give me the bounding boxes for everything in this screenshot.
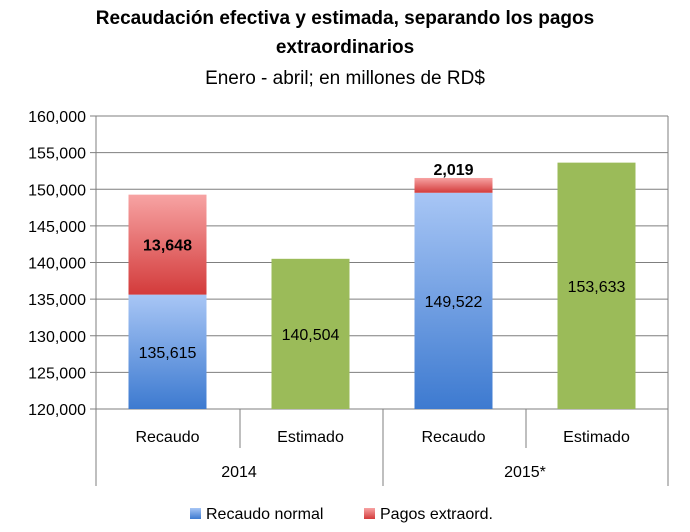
y-tick-label: 145,000	[28, 219, 86, 236]
y-tick-labels: 120,000 125,000 130,000 135,000 140,000 145,0…	[28, 109, 86, 419]
data-label-recaudo-normal: 135,615	[139, 345, 197, 362]
bar-pagos-extraord	[128, 194, 207, 295]
y-tick-label: 155,000	[28, 146, 86, 163]
chart-title-line2: extraordinarios	[276, 37, 414, 58]
data-label-recaudo-normal: 149,522	[425, 294, 483, 311]
x-group-label: 2015*	[504, 464, 546, 481]
x-category-label: Recaudo	[135, 429, 199, 446]
bar-estimado	[271, 258, 350, 409]
legend-swatch-pagos-extraord	[364, 508, 375, 519]
y-tick-label: 130,000	[28, 329, 86, 346]
legend-label-recaudo-normal: Recaudo normal	[206, 506, 323, 523]
x-category-label: Recaudo	[421, 429, 485, 446]
y-tick-label: 140,000	[28, 256, 86, 273]
data-label-estimado: 153,633	[568, 279, 626, 296]
y-tick-label: 125,000	[28, 365, 86, 382]
y-tick-label: 135,000	[28, 292, 86, 309]
chart-subtitle: Enero - abril; en millones de RD$	[205, 68, 485, 89]
legend-swatch-recaudo-normal	[190, 508, 201, 519]
x-category-label: Estimado	[563, 429, 630, 446]
data-label-pagos-extraord: 13,648	[143, 238, 192, 255]
legend-label-pagos-extraord: Pagos extraord.	[380, 506, 493, 523]
legend: Recaudo normal Pagos extraord.	[190, 506, 493, 523]
bar-recaudo-normal	[128, 294, 207, 409]
y-tick-label: 120,000	[28, 402, 86, 419]
bar-pagos-extraord	[414, 177, 493, 193]
bar-recaudo-normal	[414, 192, 493, 409]
data-label-estimado: 140,504	[282, 327, 340, 344]
y-tick-label: 150,000	[28, 182, 86, 199]
bar-estimado	[557, 162, 636, 409]
x-category-label: Estimado	[277, 429, 344, 446]
category-labels: Recaudo Estimado Recaudo Estimado 2014 2015*	[135, 429, 629, 481]
x-group-label: 2014	[221, 464, 257, 481]
bars: 135,615 13,648 140,504 149,522 2,019 153,633	[128, 162, 636, 409]
chart-title-line1: Recaudación efectiva y estimada, separan…	[96, 8, 594, 29]
y-tick-label: 160,000	[28, 109, 86, 126]
data-label-pagos-extraord: 2,019	[433, 162, 473, 179]
